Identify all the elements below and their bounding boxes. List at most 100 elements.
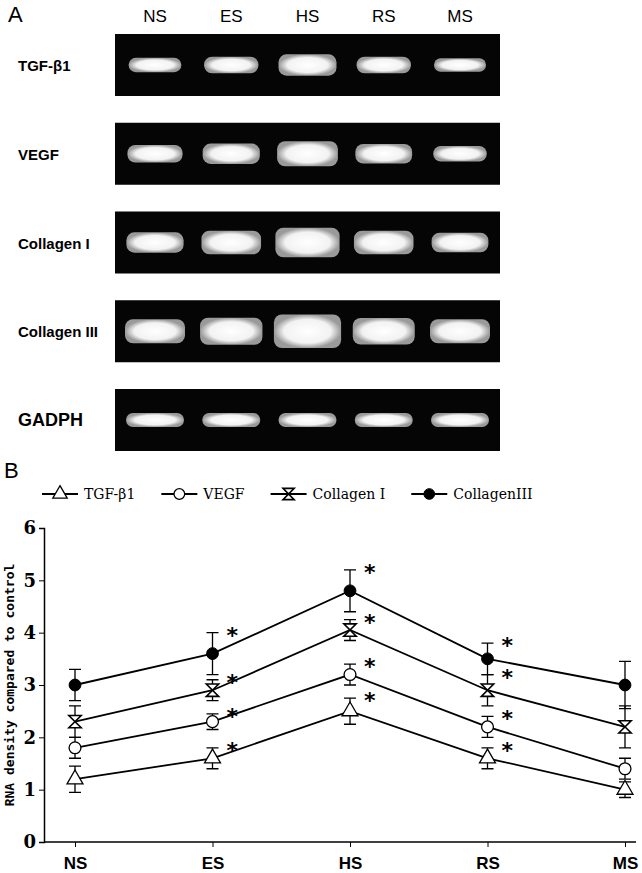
- gel-band: [355, 413, 413, 427]
- tick-label: 1: [23, 779, 36, 800]
- legend-label: CollagenIII: [453, 486, 532, 502]
- lane-label: MS: [447, 7, 473, 26]
- tick: 2: [23, 727, 44, 748]
- panel-label: A: [8, 2, 23, 27]
- error-bar: [69, 669, 81, 700]
- annotation: *: [502, 706, 514, 731]
- annotation: *: [502, 738, 514, 763]
- error-bar: [619, 661, 631, 708]
- marker: [481, 684, 493, 696]
- marker: [344, 624, 356, 636]
- legend: TGF-β1 VEGF Collagen I CollagenIII: [42, 486, 533, 502]
- marker: [205, 749, 221, 763]
- legend-label: TGF-β1: [84, 486, 135, 502]
- marker: [619, 679, 631, 691]
- error-bar: [482, 716, 494, 737]
- tick: RS: [476, 842, 500, 873]
- error-bar: [619, 706, 631, 748]
- tick-label: RS: [476, 854, 500, 873]
- tick-mark: [213, 842, 214, 847]
- tick-mark: [39, 737, 44, 738]
- tick-mark: [39, 528, 44, 529]
- tick-label: MS: [613, 854, 639, 873]
- gel-band: [125, 319, 185, 343]
- tick: 3: [23, 674, 44, 695]
- annotation: *: [502, 633, 514, 658]
- marker: [69, 679, 81, 691]
- tick-mark: [625, 842, 626, 847]
- row-label: GADPH: [18, 410, 83, 430]
- error-bar: [482, 643, 494, 674]
- gel-band: [353, 318, 415, 345]
- tick-mark: [39, 633, 44, 634]
- gel-band: [279, 413, 337, 427]
- marker: [617, 780, 633, 794]
- gel-box: [115, 34, 500, 96]
- lane-label: ES: [220, 7, 243, 26]
- gel-band: [127, 145, 182, 163]
- tick: 6: [23, 517, 44, 538]
- gel-band: [433, 146, 487, 161]
- gel-box: [115, 123, 500, 185]
- gel-band: [357, 57, 411, 74]
- annotation: *: [364, 688, 376, 713]
- legend-marker: [283, 488, 294, 499]
- series: [69, 620, 631, 748]
- marker: [206, 684, 218, 696]
- row-label: VEGF: [18, 146, 59, 163]
- gel-box: [115, 389, 500, 451]
- panel-label: B: [4, 458, 19, 483]
- tick-label: 6: [23, 517, 36, 538]
- legend-label: VEGF: [202, 486, 245, 502]
- figure: ANSESHSRSMSTGF-β1VEGFCollagen ICollagen …: [0, 0, 642, 873]
- tick-mark: [39, 685, 44, 686]
- error-bar: [207, 633, 219, 675]
- legend-label: Collagen I: [313, 486, 386, 502]
- marker: [342, 702, 358, 716]
- legend-item: Collagen I: [271, 486, 386, 502]
- tick: 1: [23, 779, 44, 800]
- marker: [344, 669, 356, 681]
- error-bar: [482, 675, 494, 706]
- legend-item: TGF-β1: [42, 486, 135, 502]
- legend-marker: [424, 489, 435, 500]
- tick-mark: [39, 842, 44, 843]
- gel-box: [115, 212, 500, 274]
- gel-band: [203, 144, 260, 164]
- gel-band: [434, 58, 486, 71]
- plot-area: [67, 570, 633, 798]
- tick: 5: [23, 570, 44, 591]
- marker: [619, 763, 631, 775]
- gel-band: [355, 144, 412, 164]
- error-bar: [207, 680, 219, 701]
- x-axis: NSESHSRSMS: [44, 842, 638, 873]
- gel-band: [354, 231, 414, 254]
- tick: 0: [23, 831, 44, 852]
- line: [75, 630, 625, 727]
- annotation: *: [364, 560, 376, 585]
- annotation: *: [227, 738, 239, 763]
- line: [75, 675, 625, 769]
- tick-label: 5: [23, 570, 36, 591]
- tick-label: 0: [23, 831, 36, 852]
- marker: [69, 742, 81, 754]
- marker: [207, 716, 219, 728]
- series: [67, 698, 633, 797]
- y-axis: 0123456: [23, 517, 44, 852]
- gel-band: [201, 231, 261, 254]
- annotation: *: [364, 654, 376, 679]
- gel-band: [129, 58, 182, 72]
- tick: MS: [613, 842, 639, 873]
- error-bar: [69, 706, 81, 737]
- marker: [619, 721, 631, 733]
- gel-band: [274, 314, 341, 348]
- error-bar: [344, 620, 356, 641]
- lane-label: NS: [143, 7, 167, 26]
- error-bar: [69, 737, 81, 758]
- axis-line: [44, 841, 636, 843]
- panel-b: B0123456NSESHSRSMSRNA density compared t…: [2, 458, 638, 873]
- tick: ES: [202, 842, 225, 873]
- tick-mark: [39, 580, 44, 581]
- marker: [482, 721, 494, 733]
- legend-item: VEGF: [161, 486, 245, 502]
